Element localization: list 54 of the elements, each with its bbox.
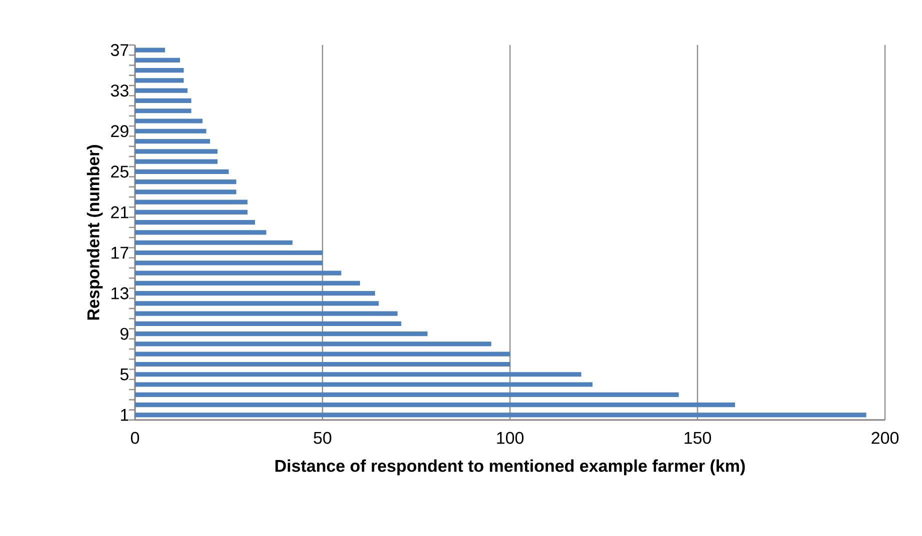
bar [135,128,206,134]
x-tick-label: 0 [130,432,140,444]
bar [135,280,360,286]
bar [135,118,203,124]
y-tick-label: 33 [110,84,128,97]
bar [135,220,256,225]
y-tick-label: 9 [120,328,128,340]
x-tick-label: 150 [684,432,712,444]
bar [135,412,866,418]
bar [135,88,188,93]
bar [135,260,323,266]
bar [135,138,210,144]
bar [135,332,428,336]
bar [135,78,184,83]
bar [135,301,379,306]
bar [135,372,582,377]
bar [135,362,510,367]
y-tick-label: 37 [110,44,128,56]
bar [135,210,248,215]
bar [135,342,492,346]
bar [135,159,218,164]
bar [135,180,236,184]
bar [135,392,679,397]
y-tick-label: 17 [112,246,128,259]
bar [135,311,398,316]
y-tick-label: 25 [111,166,128,178]
bar [135,402,736,408]
bar [135,48,166,52]
bar [135,382,593,387]
bar [135,149,218,154]
bar [135,68,184,73]
y-tick-label: 5 [120,368,128,380]
bar [135,250,323,256]
bar [135,290,376,296]
x-tick-label: 50 [314,432,332,444]
bar [135,321,402,326]
y-tick-label: 21 [111,206,128,218]
x-axis-title: Distance of respondent to mentioned example farmer (km) [275,459,745,476]
bar [135,190,236,194]
bar [135,230,266,235]
bar [135,169,229,174]
bar [135,200,248,204]
y-tick-label: 13 [112,287,128,300]
y-axis-title: Respondent (number) [86,145,103,320]
bar [135,108,192,114]
x-tick-label: 200 [872,432,899,444]
y-tick-label: 1 [120,409,128,421]
bar [135,352,510,356]
bar [135,98,192,104]
bar [135,58,180,62]
y-tick-label: 29 [111,125,128,138]
x-tick-label: 100 [497,432,524,444]
bar [135,270,342,276]
bar [135,240,293,245]
